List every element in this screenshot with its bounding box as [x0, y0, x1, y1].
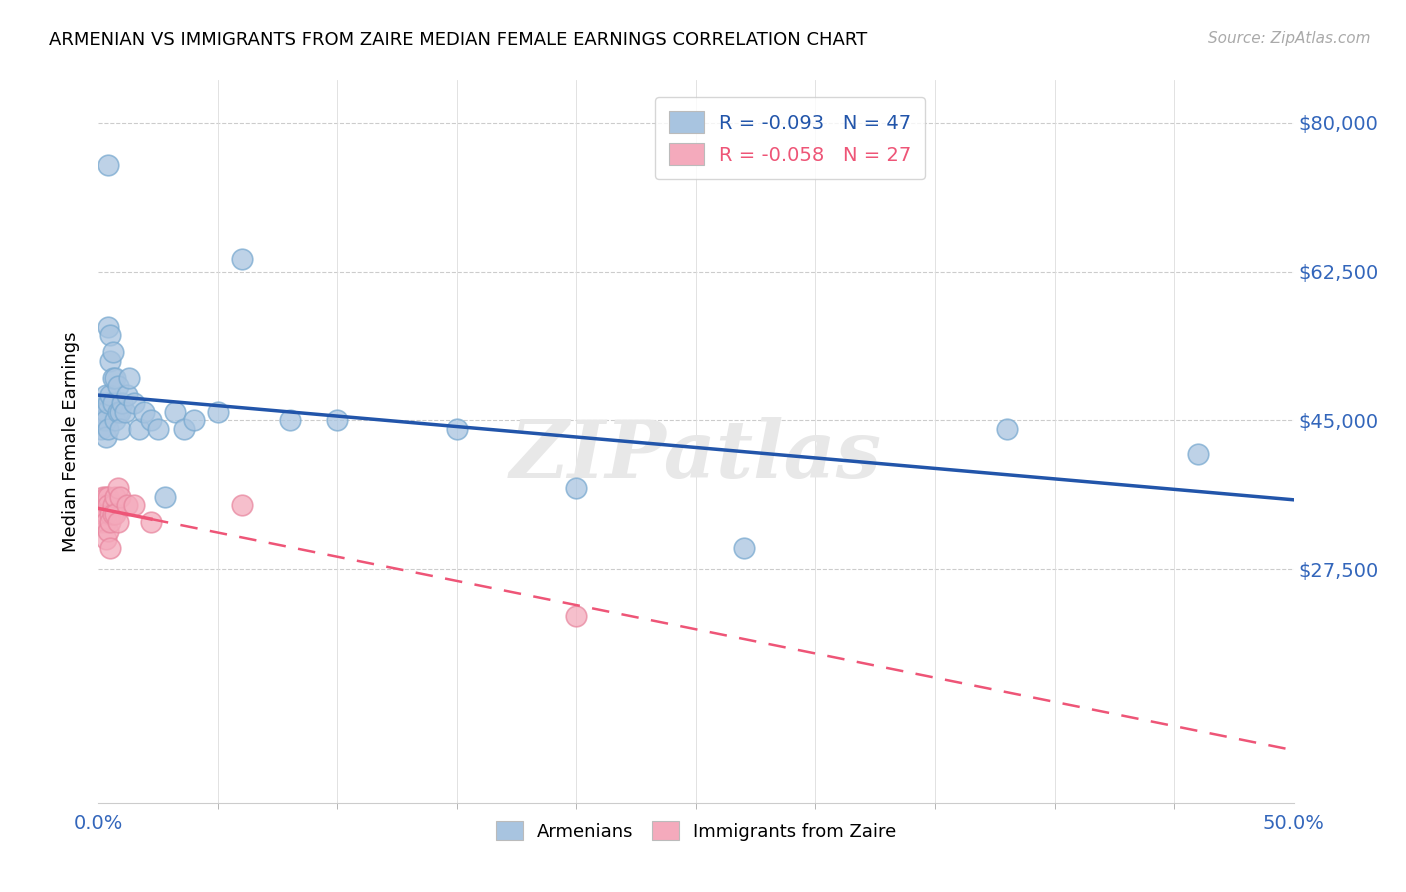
Point	[155, 490, 177, 504]
Legend: Armenians, Immigrants from Zaire: Armenians, Immigrants from Zaire	[488, 814, 904, 848]
Point	[91, 413, 114, 427]
Point	[94, 413, 117, 427]
Point	[98, 353, 122, 368]
Point	[90, 405, 112, 419]
Point	[124, 396, 146, 410]
Point	[97, 490, 120, 504]
Point	[101, 498, 124, 512]
Text: ZIPatlas: ZIPatlas	[510, 417, 882, 495]
Point	[108, 490, 131, 504]
Point	[94, 516, 117, 530]
Point	[98, 328, 122, 343]
Point	[98, 507, 122, 521]
Point	[278, 413, 301, 427]
Point	[97, 422, 120, 436]
Point	[90, 516, 112, 530]
Point	[94, 388, 117, 402]
Point	[132, 405, 155, 419]
Point	[565, 608, 588, 623]
Point	[139, 516, 162, 530]
Point	[183, 413, 205, 427]
Point	[124, 498, 146, 512]
Point	[90, 422, 112, 436]
Point	[148, 422, 170, 436]
Point	[104, 413, 127, 427]
Point	[91, 498, 114, 512]
Point	[97, 158, 120, 172]
Point	[104, 490, 127, 504]
Point	[107, 481, 129, 495]
Text: Source: ZipAtlas.com: Source: ZipAtlas.com	[1208, 31, 1371, 46]
Point	[995, 422, 1018, 436]
Point	[118, 371, 141, 385]
Point	[111, 396, 134, 410]
Point	[107, 516, 129, 530]
Point	[104, 371, 127, 385]
Point	[139, 413, 162, 427]
Point	[101, 396, 124, 410]
Point	[91, 396, 114, 410]
Point	[326, 413, 349, 427]
Point	[94, 490, 117, 504]
Point	[97, 396, 120, 410]
Point	[128, 422, 150, 436]
Point	[173, 422, 195, 436]
Point	[207, 405, 229, 419]
Text: ARMENIAN VS IMMIGRANTS FROM ZAIRE MEDIAN FEMALE EARNINGS CORRELATION CHART: ARMENIAN VS IMMIGRANTS FROM ZAIRE MEDIAN…	[49, 31, 868, 49]
Point	[101, 345, 124, 359]
Point	[108, 405, 131, 419]
Point	[115, 388, 138, 402]
Point	[94, 507, 117, 521]
Point	[98, 388, 122, 402]
Point	[1187, 447, 1209, 461]
Point	[101, 371, 124, 385]
Point	[107, 379, 129, 393]
Point	[94, 533, 117, 547]
Point	[446, 422, 468, 436]
Point	[104, 507, 127, 521]
Point	[231, 252, 253, 266]
Point	[90, 498, 112, 512]
Point	[114, 405, 136, 419]
Point	[98, 516, 122, 530]
Point	[91, 507, 114, 521]
Point	[115, 498, 138, 512]
Point	[231, 498, 253, 512]
Point	[101, 507, 124, 521]
Point	[733, 541, 755, 555]
Point	[97, 319, 120, 334]
Point	[98, 541, 122, 555]
Point	[97, 498, 120, 512]
Point	[94, 405, 117, 419]
Point	[91, 405, 114, 419]
Point	[163, 405, 186, 419]
Point	[97, 524, 120, 538]
Point	[565, 481, 588, 495]
Point	[108, 422, 131, 436]
Point	[94, 430, 117, 444]
Point	[107, 405, 129, 419]
Y-axis label: Median Female Earnings: Median Female Earnings	[62, 331, 80, 552]
Point	[91, 490, 114, 504]
